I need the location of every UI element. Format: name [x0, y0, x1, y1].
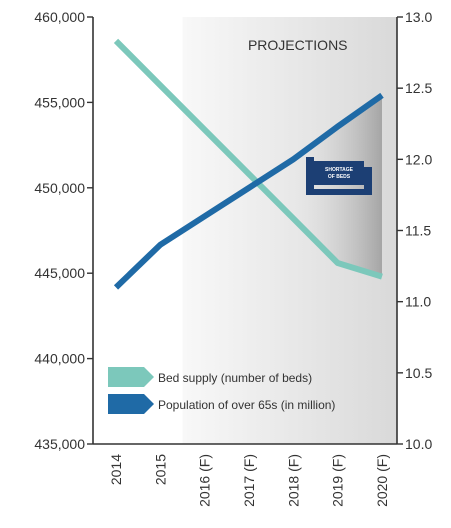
series-line-population — [113, 92, 384, 290]
legend-label-bed-supply: Bed supply (number of beds) — [158, 371, 312, 385]
series-layer — [113, 38, 384, 290]
bed-frame — [306, 189, 372, 195]
bed-footboard — [364, 167, 372, 193]
left-axis-ticks: 435,000 440,000 445,000 450,000 455,000 460,0… — [34, 9, 93, 452]
bed-headboard — [306, 157, 314, 193]
x-tick-label: 2015 — [152, 454, 168, 485]
right-tick-label: 10.5 — [405, 365, 432, 381]
x-tick-label: 2014 — [108, 454, 124, 485]
x-tick-label: 2020 (F) — [374, 454, 390, 507]
left-tick-label: 445,000 — [34, 265, 85, 281]
x-tick-label: 2018 (F) — [285, 454, 301, 507]
right-tick-label: 12.0 — [405, 151, 432, 167]
badge-background — [314, 161, 364, 185]
left-tick-label: 460,000 — [34, 9, 85, 25]
bed-icon — [306, 157, 372, 195]
projection-label: PROJECTIONS — [248, 37, 348, 53]
shortage-area — [293, 95, 382, 277]
x-tick-label: 2016 (F) — [197, 454, 213, 507]
right-axis-ticks: 10.0 10.5 11.0 11.5 12.0 12.5 13.0 — [397, 9, 432, 452]
legend: Bed supply (number of beds) Population o… — [108, 367, 335, 414]
right-tick-label: 10.0 — [405, 436, 432, 452]
badge-text-line1: SHORTAGE — [325, 167, 354, 173]
legend-label-population: Population of over 65s (in million) — [158, 398, 335, 412]
left-tick-label: 455,000 — [34, 94, 85, 110]
right-tick-label: 13.0 — [405, 9, 432, 25]
left-tick-label: 435,000 — [34, 436, 85, 452]
right-tick-label: 11.5 — [405, 223, 431, 239]
x-tick-label: 2017 (F) — [241, 454, 257, 507]
series-line-bed-supply — [113, 38, 383, 280]
left-tick-label: 440,000 — [34, 351, 85, 367]
badge-text-line2: OF BEDS — [328, 174, 351, 180]
right-tick-label: 12.5 — [405, 80, 432, 96]
legend-swatch-population — [108, 394, 154, 414]
shortage-badge: SHORTAGE OF BEDS — [306, 157, 372, 195]
x-axis-ticks: 2014 2015 2016 (F) 2017 (F) 2018 (F) 2019 (F)… — [108, 454, 390, 507]
x-tick-label: 2019 (F) — [330, 454, 346, 507]
right-tick-label: 11.0 — [405, 294, 431, 310]
legend-swatch-bed-supply — [108, 367, 154, 387]
left-tick-label: 450,000 — [34, 180, 85, 196]
